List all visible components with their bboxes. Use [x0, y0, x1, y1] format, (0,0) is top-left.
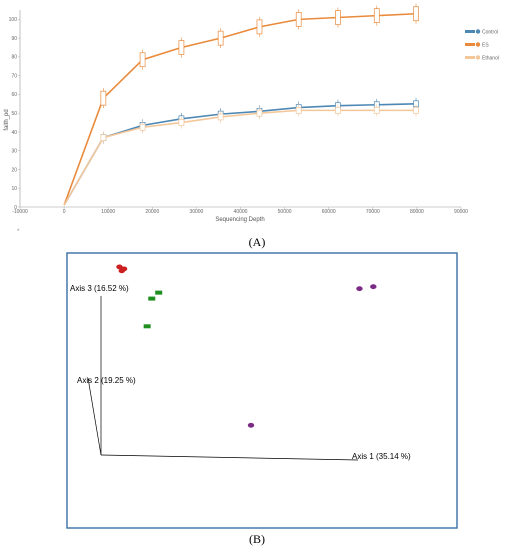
y-tick-label: 50 — [11, 111, 17, 117]
x-tick-label: 80000 — [410, 209, 424, 215]
asterisk-note: * — [17, 229, 20, 235]
series-line-ethanol — [63, 109, 417, 206]
x-tick-label: 50000 — [278, 209, 292, 215]
box-point — [373, 8, 380, 23]
series-line-es — [63, 12, 417, 206]
y-tick-label: 0 — [14, 205, 17, 211]
y-tick-label: 70 — [11, 73, 17, 79]
box-point — [295, 12, 302, 27]
sample-point — [148, 296, 156, 301]
rarefaction-chart: -10000 0 10000 20000 30000 40000 50000 60000 700… — [4, 3, 499, 249]
x-tick-label: 20000 — [145, 209, 159, 215]
legend-label: ES — [482, 43, 489, 49]
y-tick-label: 90 — [11, 36, 17, 42]
series-line-control — [63, 103, 417, 206]
sample-point — [155, 290, 163, 295]
legend: Control ES Ethanol — [465, 29, 499, 62]
box-point — [413, 107, 419, 114]
y-tick-label: 40 — [11, 130, 17, 136]
box-point — [373, 107, 380, 114]
x-tick-label: 10000 — [101, 209, 115, 215]
sample-point — [247, 422, 255, 428]
box-point — [139, 52, 146, 68]
x-tick-label: 90000 — [454, 209, 468, 215]
panel-label-a: (A) — [249, 235, 266, 249]
x-tick-label: 60000 — [322, 209, 336, 215]
axis-1-line — [100, 454, 359, 461]
box-point — [335, 107, 341, 114]
box-point — [100, 134, 107, 141]
x-tick-label: 0 — [63, 209, 66, 215]
box-point — [217, 30, 224, 46]
box-point — [178, 119, 185, 126]
axis-1-label: Axis 1 (35.14 %) — [352, 452, 411, 461]
sample-point — [356, 286, 363, 292]
box-point — [413, 6, 419, 22]
legend-label: Ethanol — [482, 56, 499, 62]
x-axis-label: Sequencing Depth — [215, 217, 264, 223]
legend-marker — [475, 42, 481, 47]
plot-frame — [66, 252, 458, 529]
box-point — [256, 19, 263, 35]
box-point — [178, 40, 185, 55]
legend-swatch — [465, 43, 475, 46]
legend-label: Control — [482, 30, 498, 36]
y-tick-label: 60 — [11, 92, 17, 98]
y-tick-label: 20 — [11, 167, 17, 173]
y-tick-label: 100 — [9, 17, 18, 23]
box-point — [217, 113, 224, 121]
legend-marker — [475, 29, 481, 34]
box-point — [295, 107, 302, 114]
box-point — [335, 10, 341, 25]
sample-point — [370, 284, 377, 290]
box-point — [256, 109, 263, 117]
y-tick-label: 80 — [11, 55, 17, 61]
box-point — [139, 123, 146, 131]
x-tick-label: 40000 — [234, 209, 248, 215]
x-tick-label: 30000 — [189, 209, 203, 215]
legend-swatch — [465, 30, 475, 33]
y-tick-label: 30 — [11, 149, 17, 155]
y-axis-label: faith_pd — [4, 109, 10, 130]
x-tick-label: -10000 — [12, 209, 28, 215]
pcoa-plot: Axis 1 (35.14 %) Axis 2 (19.25 %) Axis 3… — [66, 252, 458, 546]
panel-label-b: (B) — [249, 532, 265, 546]
y-tick-label: 10 — [11, 186, 17, 192]
box-point — [100, 90, 107, 106]
axis-3-label: Axis 3 (16.52 %) — [70, 284, 129, 293]
axis-2-label: Axis 2 (19.25 %) — [77, 376, 136, 385]
legend-marker — [475, 55, 481, 60]
legend-swatch — [465, 56, 475, 59]
x-tick-label: 70000 — [366, 209, 380, 215]
axis-2-line — [87, 377, 102, 456]
sample-point — [143, 324, 151, 329]
sample-point — [120, 266, 128, 272]
